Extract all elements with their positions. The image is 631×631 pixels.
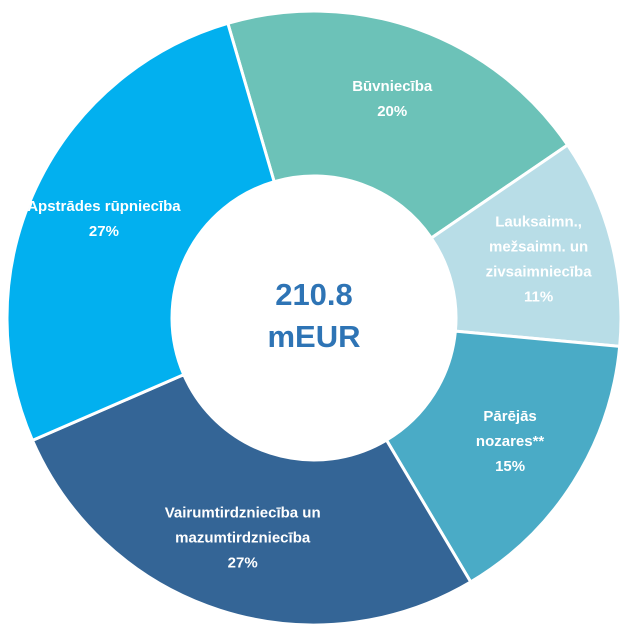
segment-label-group: Vairumtirdzniecība un mazumtirdzniecība 27… (165, 505, 321, 572)
segment-label: 15% (495, 458, 525, 475)
segment-label: 27% (89, 223, 119, 240)
donut-segment (429, 142, 623, 348)
segment-label-group: Pārējās nozares** 15% (476, 408, 545, 475)
donut-segment (384, 329, 622, 585)
donut-segment (225, 9, 570, 241)
segment-label: 27% (228, 555, 258, 572)
donut-segment (5, 21, 277, 443)
center-label-group: 210.8 mEUR (267, 277, 360, 354)
segment-label: Būvniecība (352, 78, 433, 95)
segment-label-group: Būvniecība 20% (352, 78, 433, 120)
segment-label-group: Lauksaimn., mežsaimn. un zivsaimniecība 11% (486, 213, 593, 305)
segment-label: Apstrādes rūpniecība (27, 198, 181, 215)
segment-label: 20% (377, 103, 407, 120)
segment-label: 11% (524, 288, 553, 305)
donut-hole (173, 177, 455, 459)
segment-label: Pārējās nozares** (476, 408, 545, 450)
donut-segment (30, 372, 473, 627)
segment-label: Vairumtirdzniecība un mazumtirdzniecība (165, 505, 321, 547)
center-label: 210.8 mEUR (267, 277, 360, 354)
segment-label-group: Apstrādes rūpniecība 27% (27, 198, 181, 240)
segment-label: Lauksaimn., mežsaimn. un zivsaimniecība (486, 213, 593, 280)
